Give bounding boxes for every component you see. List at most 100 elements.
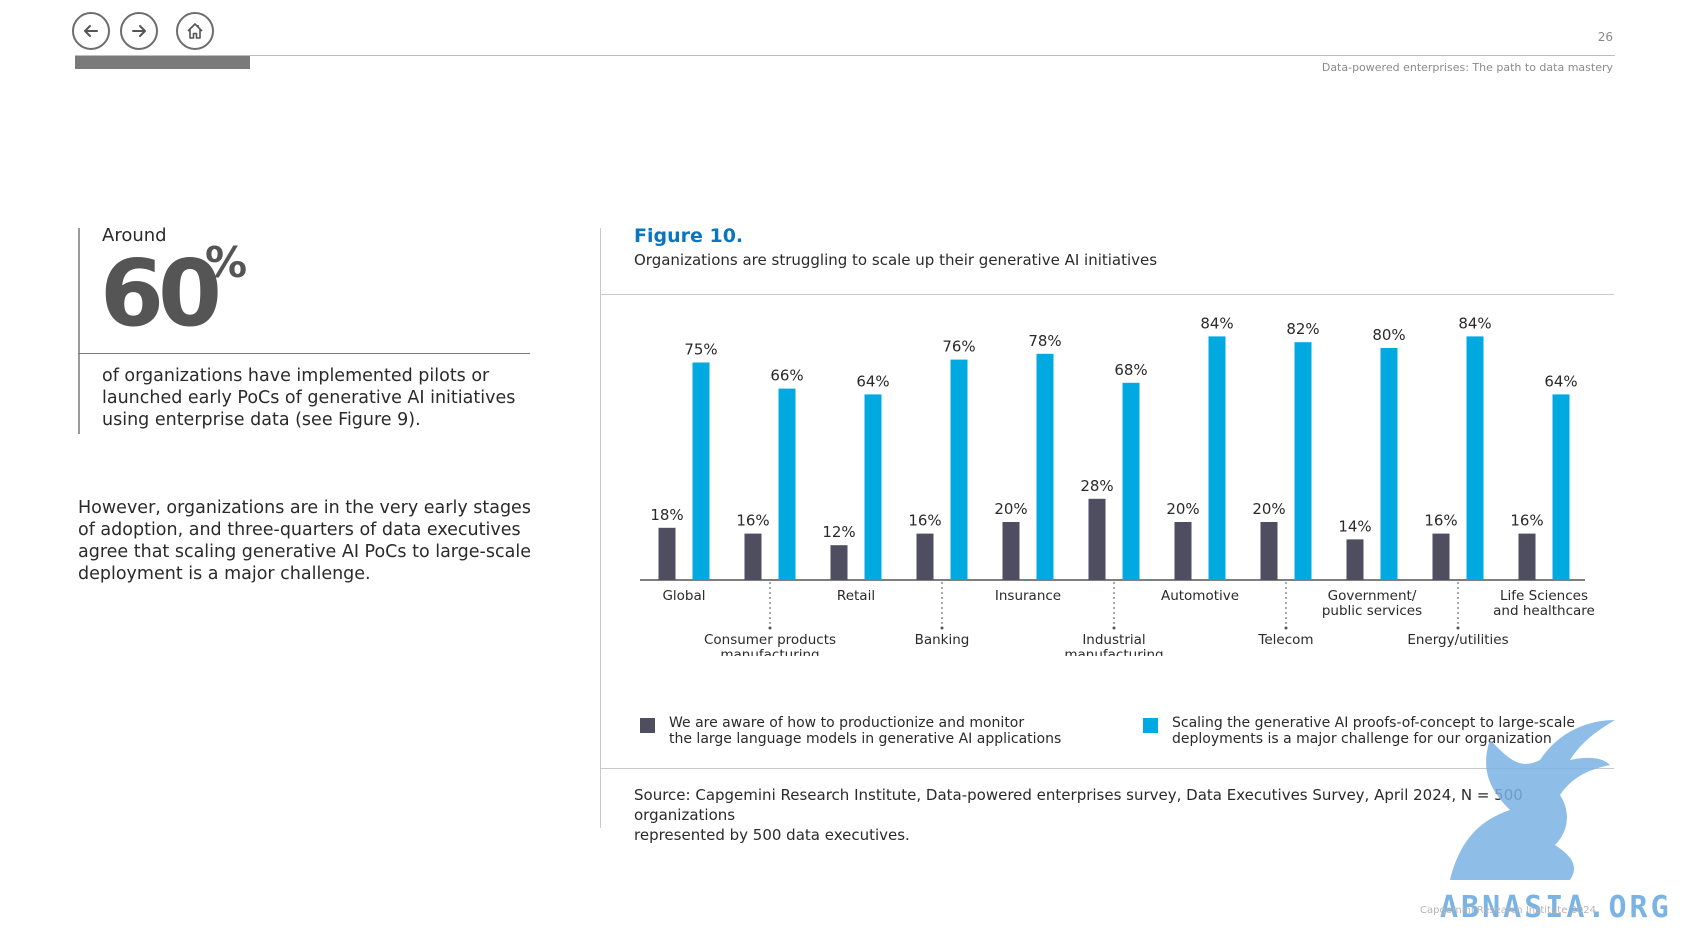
data-label-series-2-4: 78% <box>1028 332 1061 350</box>
category-label-6-line-0: Automotive <box>1161 588 1239 604</box>
bar-series-2-3 <box>950 359 968 580</box>
data-label-series-1-1: 16% <box>736 512 769 530</box>
category-label-5-line-0: Industrial <box>1082 632 1145 648</box>
category-label-10-line-1: and healthcare <box>1493 603 1595 619</box>
bar-series-1-7 <box>1260 522 1278 580</box>
category-label-4-line-0: Insurance <box>995 588 1061 604</box>
category-label-3-line-0: Banking <box>915 632 970 648</box>
bar-series-1-2 <box>830 545 848 580</box>
data-label-series-1-10: 16% <box>1510 512 1543 530</box>
bar-series-1-5 <box>1088 498 1106 580</box>
legend-label-series-2-line-1: Scaling the generative AI proofs-of-conc… <box>1172 715 1575 731</box>
header-divider <box>75 55 1615 56</box>
bar-series-1-0 <box>658 527 676 580</box>
bar-series-2-9 <box>1466 336 1484 580</box>
bar-series-1-4 <box>1002 522 1020 580</box>
data-label-series-2-7: 82% <box>1286 320 1319 338</box>
category-leader-dot-1 <box>768 626 772 630</box>
category-label-1-line-1: manufacturing <box>720 647 819 656</box>
legend-label-series-2-line-2: deployments is a major challenge for our… <box>1172 731 1552 747</box>
body-paragraph: However, organizations are in the very e… <box>78 498 531 584</box>
section-tab-bar <box>75 56 250 69</box>
category-label-7-line-0: Telecom <box>1257 632 1313 648</box>
arrow-left-icon <box>84 25 98 37</box>
category-label-10-line-0: Life Sciences <box>1500 588 1588 604</box>
figure-bottom-divider <box>600 768 1614 769</box>
watermark-text: ABNASIA.ORG <box>1440 890 1672 925</box>
stat-number: 60 <box>100 240 222 347</box>
source-line-1: Source: Capgemini Research Institute, Da… <box>634 786 1523 824</box>
data-label-series-2-2: 64% <box>856 372 889 390</box>
data-label-series-1-7: 20% <box>1252 500 1285 518</box>
source-line-2: represented by 500 data executives. <box>634 826 910 844</box>
bar-series-1-8 <box>1346 539 1364 580</box>
figure-label: Figure 10. <box>634 225 744 247</box>
data-label-series-1-5: 28% <box>1080 477 1113 495</box>
data-label-series-1-0: 18% <box>650 506 683 524</box>
back-button[interactable] <box>72 12 110 50</box>
data-label-series-2-8: 80% <box>1372 326 1405 344</box>
figure-top-divider <box>600 294 1614 295</box>
data-label-series-2-10: 64% <box>1544 372 1577 390</box>
category-label-8-line-1: public services <box>1322 603 1422 619</box>
data-label-series-1-9: 16% <box>1424 512 1457 530</box>
legend-label-series-1-line-1: We are aware of how to productionize and… <box>669 715 1025 731</box>
category-leader-dot-3 <box>940 626 944 630</box>
bar-series-2-0 <box>692 362 710 580</box>
category-label-1-line-0: Consumer products <box>704 632 836 648</box>
data-label-series-2-5: 68% <box>1114 361 1147 379</box>
data-label-series-2-0: 75% <box>684 341 717 359</box>
category-label-0-line-0: Global <box>662 588 705 604</box>
forward-button[interactable] <box>120 12 158 50</box>
stat-divider <box>78 353 530 354</box>
stat-left-border <box>78 228 80 434</box>
bar-series-1-9 <box>1432 533 1450 580</box>
document-title: Data-powered enterprises: The path to da… <box>1321 61 1613 74</box>
stat-description: of organizations have implemented pilots… <box>102 366 516 430</box>
category-leader-dot-7 <box>1284 626 1288 630</box>
legend-item-series-2: Scaling the generative AI proofs-of-conc… <box>1143 715 1575 747</box>
bar-series-2-2 <box>864 394 882 580</box>
bar-series-2-6 <box>1208 336 1226 580</box>
category-label-2-line-0: Retail <box>837 588 875 604</box>
legend-swatch-series-2 <box>1143 718 1158 733</box>
figure-title: Organizations are struggling to scale up… <box>634 251 1158 269</box>
watermark-griffin-logo <box>1450 720 1615 880</box>
source-note: Source: Capgemini Research Institute, Da… <box>634 785 1614 845</box>
stat-unit: % <box>205 238 248 287</box>
footer-copyright: Capgemini Research Institute 2024 <box>1420 905 1596 916</box>
bar-series-1-6 <box>1174 522 1192 580</box>
bar-series-2-5 <box>1122 382 1140 580</box>
category-label-8-line-0: Government/ <box>1328 588 1417 604</box>
category-label-5-line-1: manufacturing <box>1064 647 1163 656</box>
page-number: 26 <box>1597 30 1613 44</box>
data-label-series-2-1: 66% <box>770 367 803 385</box>
bar-series-2-8 <box>1380 348 1398 580</box>
data-label-series-1-6: 20% <box>1166 500 1199 518</box>
home-icon <box>187 23 203 39</box>
legend-label-series-1-line-2: the large language models in generative … <box>669 731 1062 747</box>
home-button[interactable] <box>176 12 214 50</box>
data-label-series-1-3: 16% <box>908 512 941 530</box>
category-leader-dot-5 <box>1112 626 1116 630</box>
category-label-9-line-0: Energy/utilities <box>1407 632 1508 648</box>
category-leader-dot-9 <box>1456 626 1460 630</box>
data-label-series-1-8: 14% <box>1338 517 1371 535</box>
data-label-series-1-2: 12% <box>822 523 855 541</box>
bar-series-2-4 <box>1036 353 1054 580</box>
bar-series-1-10 <box>1518 533 1536 580</box>
bar-series-2-10 <box>1552 394 1570 580</box>
bar-series-1-3 <box>916 533 934 580</box>
stat-prefix: Around <box>102 225 167 246</box>
bar-series-2-1 <box>778 388 796 580</box>
data-label-series-2-9: 84% <box>1458 314 1491 332</box>
data-label-series-1-4: 20% <box>994 500 1027 518</box>
bar-series-2-7 <box>1294 342 1312 580</box>
data-label-series-2-3: 76% <box>942 338 975 356</box>
figure-left-border <box>600 228 601 828</box>
legend-item-series-1: We are aware of how to productionize and… <box>640 715 1061 747</box>
data-label-series-2-6: 84% <box>1200 314 1233 332</box>
legend-swatch-series-1 <box>640 718 655 733</box>
arrow-right-icon <box>132 25 146 37</box>
